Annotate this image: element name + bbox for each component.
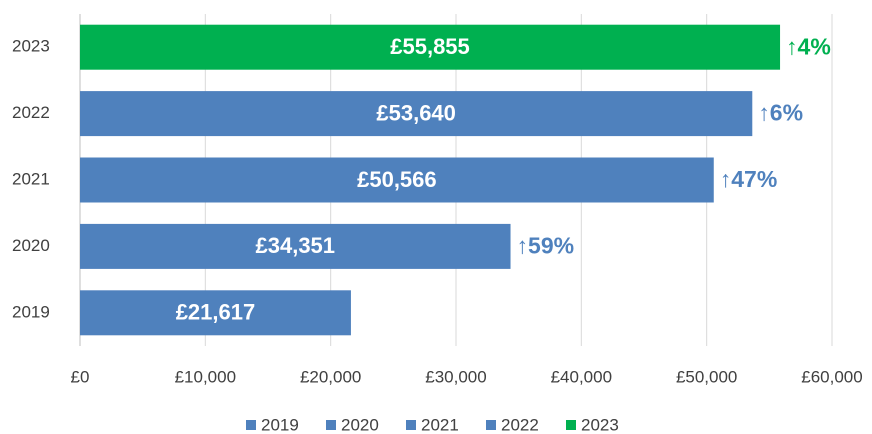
growth-label: ↑47% (720, 166, 778, 192)
value-label: £55,855 (390, 34, 470, 59)
legend-swatch (406, 420, 416, 430)
growth-label: ↑4% (786, 33, 831, 59)
legend-label: 2020 (341, 415, 379, 434)
y-tick-label: 2020 (12, 236, 50, 255)
x-tick-label: £30,000 (425, 367, 486, 386)
y-tick-label: 2021 (12, 169, 50, 188)
bar (80, 157, 714, 203)
legend-label: 2019 (261, 415, 299, 434)
legend-label: 2022 (501, 415, 539, 434)
x-tick-label: £20,000 (300, 367, 361, 386)
value-label: £34,351 (256, 233, 336, 258)
value-label: £53,640 (376, 100, 456, 125)
x-tick-label: £40,000 (551, 367, 612, 386)
legend-label: 2023 (581, 415, 619, 434)
x-tick-label: £50,000 (676, 367, 737, 386)
x-tick-label: £60,000 (801, 367, 862, 386)
growth-label: ↑6% (758, 100, 803, 126)
y-tick-label: 2023 (12, 37, 50, 56)
y-tick-label: 2019 (12, 302, 50, 321)
bar (80, 24, 781, 70)
legend-swatch (246, 420, 256, 430)
legend-swatch (486, 420, 496, 430)
growth-label: ↑59% (517, 232, 575, 258)
value-label: £21,617 (176, 300, 256, 325)
legend-swatch (566, 420, 576, 430)
bar (80, 290, 351, 336)
x-tick-label: £0 (71, 367, 90, 386)
y-tick-label: 2022 (12, 103, 50, 122)
value-label: £50,566 (357, 167, 437, 192)
x-tick-label: £10,000 (175, 367, 236, 386)
bar (80, 91, 753, 137)
legend-label: 2021 (421, 415, 459, 434)
legend-swatch (326, 420, 336, 430)
bar (80, 223, 511, 269)
